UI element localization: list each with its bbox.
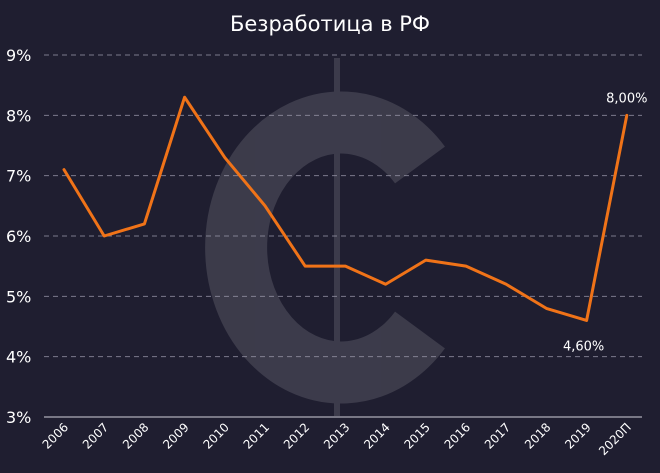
series-layer [62, 95, 629, 322]
x-tick-label: 2020П [596, 420, 634, 458]
x-tick-label: 2009 [160, 420, 191, 451]
x-tick-label: 2012 [281, 420, 312, 451]
x-tick-label: 2010 [200, 420, 231, 451]
x-tick-label: 2018 [522, 420, 553, 451]
y-tick-label: 4% [6, 348, 31, 367]
grid-lines [44, 54, 642, 358]
x-tick-label: 2011 [241, 420, 272, 451]
x-tick-label: 2006 [40, 420, 71, 451]
x-axis: 2006 2007 2008 2009 2010 2011 2012 2013 2014 2015… [40, 420, 634, 458]
watermark-logo [205, 58, 445, 416]
series-line [62, 95, 629, 322]
x-tick-label: 2014 [361, 420, 392, 451]
x-tick-label: 2007 [80, 420, 111, 451]
x-tick-label: 2008 [120, 420, 151, 451]
y-tick-label: 8% [6, 106, 31, 125]
y-tick-label: 5% [6, 287, 31, 306]
x-tick-label: 2017 [482, 420, 513, 451]
x-tick-label: 2019 [562, 420, 593, 451]
data-label: 8,00% [606, 91, 647, 106]
y-axis: 3% 4% 5% 6% 7% 8% 9% [6, 46, 31, 427]
x-tick-label: 2013 [321, 420, 352, 451]
x-tick-label: 2015 [401, 420, 432, 451]
y-tick-label: 6% [6, 227, 31, 246]
data-labels: 4,60% 8,00% [563, 91, 648, 354]
chart-title: Безработица в РФ [230, 12, 430, 36]
y-tick-label: 3% [6, 408, 31, 427]
data-label: 4,60% [563, 339, 604, 354]
y-tick-label: 9% [6, 46, 31, 65]
y-tick-label: 7% [6, 167, 31, 186]
x-tick-label: 2016 [442, 420, 473, 451]
